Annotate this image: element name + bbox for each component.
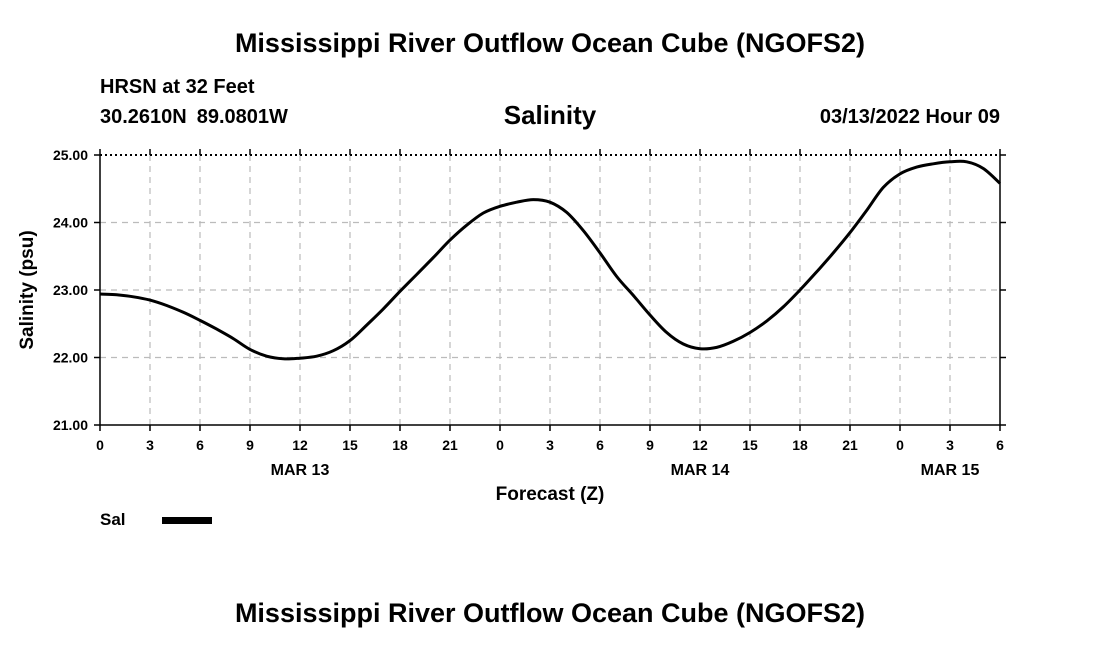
date-label: MAR 13 [271, 462, 330, 479]
x-tick-label: 18 [792, 437, 808, 453]
x-tick-label: 12 [292, 437, 308, 453]
x-tick-label: 6 [196, 437, 204, 453]
chart-main-title: Mississippi River Outflow Ocean Cube (NG… [234, 28, 866, 58]
station-coordinates: 30.2610N 89.0801W [100, 106, 288, 129]
x-tick-label: 3 [546, 437, 554, 453]
x-tick-label: 15 [742, 437, 758, 453]
legend-label: Sal [100, 510, 126, 529]
series-lines [99, 159, 1002, 361]
latitude: 30.2610N [100, 106, 187, 128]
date-label: MAR 15 [921, 462, 980, 479]
x-axis: 0 3 6 9 12 15 18 21 0 3 6 9 12 15 18 21 0 3 6 [96, 149, 1004, 453]
legend-line-swatch [162, 517, 212, 524]
x-tick-label: 21 [842, 437, 858, 453]
y-axis-title: Salinity (psu) [17, 230, 38, 349]
date-labels: MAR 13 MAR 14 MAR 15 [271, 462, 980, 479]
x-tick-label: 0 [496, 437, 504, 453]
x-tick-label: 0 [896, 437, 904, 453]
y-tick-label: 21.00 [53, 417, 88, 433]
x-tick-label: 21 [442, 437, 458, 453]
x-tick-label: 15 [342, 437, 358, 453]
y-tick-label: 22.00 [53, 350, 88, 366]
y-tick-label: 23.00 [53, 282, 88, 298]
variable-title: Salinity [503, 100, 597, 130]
x-tick-label: 18 [392, 437, 408, 453]
x-tick-label: 3 [946, 437, 954, 453]
station-label: HRSN at 32 Feet [100, 76, 255, 98]
x-tick-label: 6 [596, 437, 604, 453]
longitude: 89.0801W [196, 106, 288, 128]
forecast-datetime: 03/13/2022 Hour 09 [819, 106, 1000, 128]
x-tick-label: 6 [996, 437, 1004, 453]
series-line-sal [99, 159, 1002, 361]
x-tick-label: 12 [692, 437, 708, 453]
x-tick-label: 9 [246, 437, 254, 453]
x-tick-label: 0 [96, 437, 104, 453]
y-axis: 21.00 22.00 23.00 24.00 25.00 [53, 147, 1006, 433]
x-tick-label: 3 [146, 437, 154, 453]
chart-footer-title: Mississippi River Outflow Ocean Cube (NG… [234, 598, 866, 628]
grid-lines [100, 155, 1000, 425]
y-tick-label: 24.00 [53, 215, 88, 231]
date-label: MAR 14 [671, 462, 730, 479]
y-tick-label: 25.00 [53, 147, 88, 163]
x-axis-title: Forecast (Z) [496, 484, 605, 505]
x-tick-label: 9 [646, 437, 654, 453]
